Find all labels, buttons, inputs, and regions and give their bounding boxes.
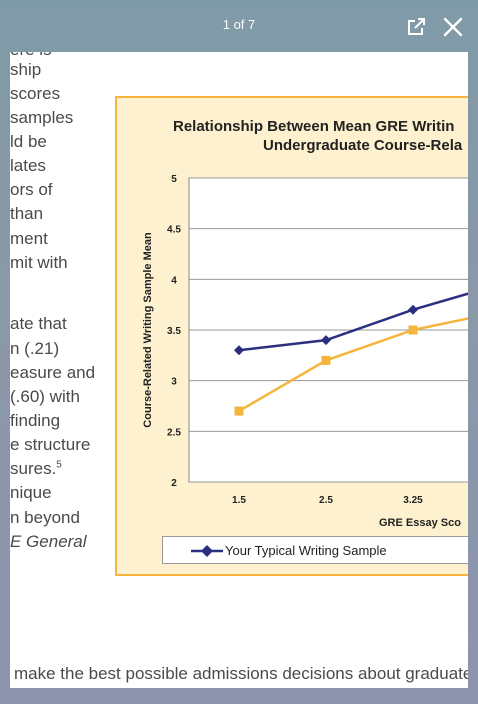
y-tick-label: 3.5 bbox=[167, 326, 181, 337]
y-tick-label: 4 bbox=[171, 275, 177, 286]
text-line: n beyond bbox=[10, 508, 80, 527]
data-point-series-1 bbox=[234, 345, 244, 356]
x-tick-label: 1.5 bbox=[232, 495, 246, 506]
text-line: ere is bbox=[10, 52, 52, 60]
series-line-2 bbox=[238, 317, 468, 413]
text-line: ship bbox=[10, 60, 42, 79]
text-line: n (.21) bbox=[10, 339, 60, 358]
footnote-marker: 5 bbox=[56, 459, 62, 471]
chart: Relationship Between Mean GRE Writin Unde… bbox=[142, 118, 468, 529]
data-point-series-2 bbox=[321, 355, 331, 365]
data-point-series-2 bbox=[234, 406, 244, 416]
chart-legend: Your Typical Writing Sample bbox=[162, 536, 468, 564]
data-point-series-1 bbox=[321, 335, 331, 346]
data-point-series-1 bbox=[408, 304, 418, 315]
text-line: ate that bbox=[10, 314, 67, 333]
x-axis-label: GRE Essay Sco bbox=[379, 517, 461, 529]
text-line: (.60) with bbox=[10, 387, 80, 406]
text-line: sures.5 bbox=[10, 459, 62, 478]
text-line: easure and bbox=[10, 363, 96, 382]
text-line: finding bbox=[10, 411, 61, 430]
legend-label-series-1: Your Typical Writing Sample bbox=[225, 543, 387, 558]
legend-swatch-series-1 bbox=[191, 545, 223, 557]
close-x-icon[interactable] bbox=[440, 14, 466, 40]
text-line: E General bbox=[10, 532, 87, 551]
text-line: ors of bbox=[10, 180, 53, 199]
x-tick-label: 2.5 bbox=[319, 495, 333, 506]
open-in-new-icon[interactable] bbox=[404, 15, 428, 39]
text-line: e structure bbox=[10, 435, 91, 454]
chart-figure: Relationship Between Mean GRE Writin Unde… bbox=[115, 96, 468, 576]
y-tick-label: 3 bbox=[171, 377, 177, 388]
page-counter: 1 of 7 bbox=[222, 17, 256, 32]
text-line: mit with bbox=[10, 253, 68, 272]
text-line: ment bbox=[10, 229, 48, 248]
text-line: nique bbox=[10, 483, 52, 502]
body-text-line: make the best possible admissions decisi… bbox=[14, 664, 468, 683]
x-tick-label: 3.25 bbox=[403, 495, 423, 506]
chart-title: Relationship Between Mean GRE Writin bbox=[173, 118, 454, 135]
text-line: ld be bbox=[10, 132, 47, 151]
y-tick-label: 5 bbox=[171, 174, 177, 185]
viewer-toolbar: 1 of 7 bbox=[0, 0, 478, 52]
y-axis-label: Course-Related Writing Sample Mean bbox=[142, 232, 154, 428]
series-line-1 bbox=[238, 292, 468, 352]
text-line: samples bbox=[10, 108, 74, 127]
y-tick-label: 4.5 bbox=[167, 225, 181, 236]
y-tick-label: 2 bbox=[171, 478, 177, 489]
text-line: scores bbox=[10, 84, 61, 103]
text-line: lates bbox=[10, 156, 46, 175]
text-line: than bbox=[10, 204, 44, 223]
y-tick-label: 2.5 bbox=[167, 427, 181, 438]
document-page: ere isship scores samples ld be lates ors of… bbox=[10, 52, 468, 688]
data-point-series-2 bbox=[408, 325, 418, 335]
chart-subtitle: Undergraduate Course-Rela bbox=[263, 137, 463, 154]
